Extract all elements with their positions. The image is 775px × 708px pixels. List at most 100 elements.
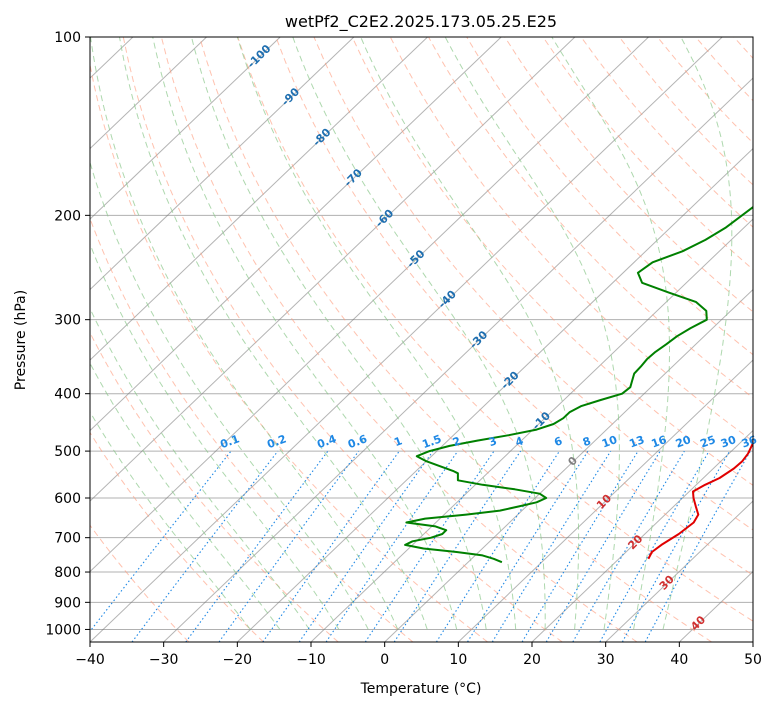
isotherm-line	[90, 37, 502, 432]
x-tick-label: −10	[296, 652, 326, 668]
mixing-ratio-label: 6	[552, 434, 564, 449]
x-tick-label: 30	[597, 652, 615, 668]
mixing-ratio-line	[393, 450, 522, 642]
y-tick-label: 200	[54, 208, 81, 224]
mixing-ratio-label: 0.2	[265, 432, 288, 451]
moist-adiabat-line	[119, 37, 428, 630]
moist-adiabat-line	[90, 37, 399, 630]
temperature-line	[647, 435, 753, 560]
x-axis-title: Temperature (°C)	[360, 681, 482, 697]
moist-adiabat-line	[152, 37, 458, 630]
moist-adiabat-line	[90, 242, 340, 630]
mixing-ratio-label: 10	[600, 433, 619, 451]
profile-lines	[404, 205, 753, 564]
isotherm-line	[236, 147, 753, 642]
isotherm-line	[384, 288, 753, 642]
dry-adiabat-line	[428, 37, 753, 399]
isotherm-line	[90, 37, 281, 220]
y-tick-label: 300	[54, 313, 81, 329]
isotherm-line	[90, 37, 576, 502]
x-tick-label: 20	[523, 652, 541, 668]
dry-adiabat-line	[122, 37, 563, 642]
mixing-ratio-label: 0.1	[218, 432, 241, 451]
mixing-ratio-line	[364, 450, 495, 642]
y-tick-label: 100	[54, 30, 81, 46]
isotherm-line	[90, 37, 207, 150]
mixing-ratio-label: 1.5	[420, 432, 443, 451]
y-tick-label: 500	[54, 444, 81, 460]
isotherm-line	[531, 429, 753, 642]
moist-adiabat-line	[292, 37, 546, 630]
mixing-ratio-label: 16	[650, 433, 669, 451]
mixing-ratio-label: 0.6	[346, 432, 369, 451]
background-lines	[0, 37, 753, 642]
dry-adiabat-line	[90, 331, 339, 642]
isotherm-line	[163, 77, 753, 642]
mixing-ratio-line	[491, 450, 612, 642]
x-axis: −40 −30 −20 −10 0 10 20 30 40 50	[75, 642, 762, 668]
x-tick-label: −30	[149, 652, 179, 668]
mixing-ratio-label: 1	[392, 434, 404, 449]
x-tick-label: 0	[380, 652, 389, 668]
isotherm-line	[0, 37, 59, 642]
dry-adiabat-line	[275, 37, 753, 576]
y-axis: 100 200 300 400 500 600 700 800 900 1000	[45, 30, 90, 638]
y-tick-label: 800	[54, 565, 81, 581]
moist-adiabat-line	[444, 37, 620, 630]
dewpoint-line	[404, 205, 753, 564]
y-tick-label: 700	[54, 531, 81, 547]
dry-adiabat-line	[90, 62, 488, 642]
dry-adiabat-line	[313, 37, 753, 531]
y-axis-title: Pressure (hPa)	[13, 290, 29, 390]
mixing-ratio-line	[218, 450, 360, 642]
isotherm-line	[752, 641, 753, 642]
isotherm-line	[90, 37, 649, 573]
mixing-ratio-line	[621, 450, 731, 642]
isotherm-line	[90, 37, 428, 361]
dry-adiabat-line	[466, 37, 753, 356]
moist-adiabat-line	[236, 37, 517, 630]
mixing-ratio-label: 36	[740, 433, 759, 451]
mixing-ratio-line	[325, 450, 459, 642]
dry-adiabat-line	[90, 217, 414, 642]
moist-adiabat-line	[662, 37, 733, 630]
mixing-ratio-line	[521, 450, 639, 642]
mixing-ratio-line	[467, 450, 589, 642]
plot-frame	[89, 36, 754, 643]
x-tick-label: −20	[223, 652, 253, 668]
mixing-ratio-label: 0.4	[315, 432, 338, 451]
isotherm-line	[90, 37, 723, 642]
chart-title: wetPf2_C2E2.2025.173.05.25.E25	[285, 12, 557, 32]
y-tick-label: 900	[54, 595, 81, 611]
mixing-ratio-line	[644, 450, 751, 642]
y-tick-label: 1000	[45, 622, 81, 638]
mixing-ratio-line	[185, 450, 329, 642]
dry-adiabat-line	[199, 37, 712, 642]
moist-adiabat-line	[191, 37, 487, 630]
mixing-ratio-line	[298, 450, 434, 642]
moist-adiabat-line	[90, 362, 281, 630]
plot-area	[90, 37, 753, 642]
dry-adiabat-line	[351, 37, 753, 486]
mixing-ratio-label: 20	[674, 433, 693, 451]
mixing-ratio-label: 30	[719, 433, 738, 451]
mixing-ratio-line	[262, 450, 400, 642]
mixing-ratio-label: 2	[451, 434, 463, 449]
x-tick-label: 50	[744, 652, 762, 668]
mixing-ratio-line	[435, 450, 560, 642]
moist-adiabat-line	[551, 37, 670, 630]
moist-adiabat-line	[360, 37, 580, 630]
y-tick-label: 400	[54, 387, 81, 403]
x-tick-label: 40	[670, 652, 688, 668]
moist-adiabat-line	[90, 307, 310, 630]
y-tick-label: 600	[54, 491, 81, 507]
mixing-ratio-label: 25	[699, 433, 718, 450]
mixing-ratio-label: 4	[514, 434, 526, 449]
moist-adiabat-line	[90, 410, 251, 630]
x-tick-label: −40	[75, 652, 105, 668]
mixing-ratio-label: 3	[487, 434, 499, 449]
mixing-ratio-label: 13	[627, 433, 646, 450]
isotherm-line	[90, 37, 355, 291]
isotherm-line	[605, 500, 753, 642]
